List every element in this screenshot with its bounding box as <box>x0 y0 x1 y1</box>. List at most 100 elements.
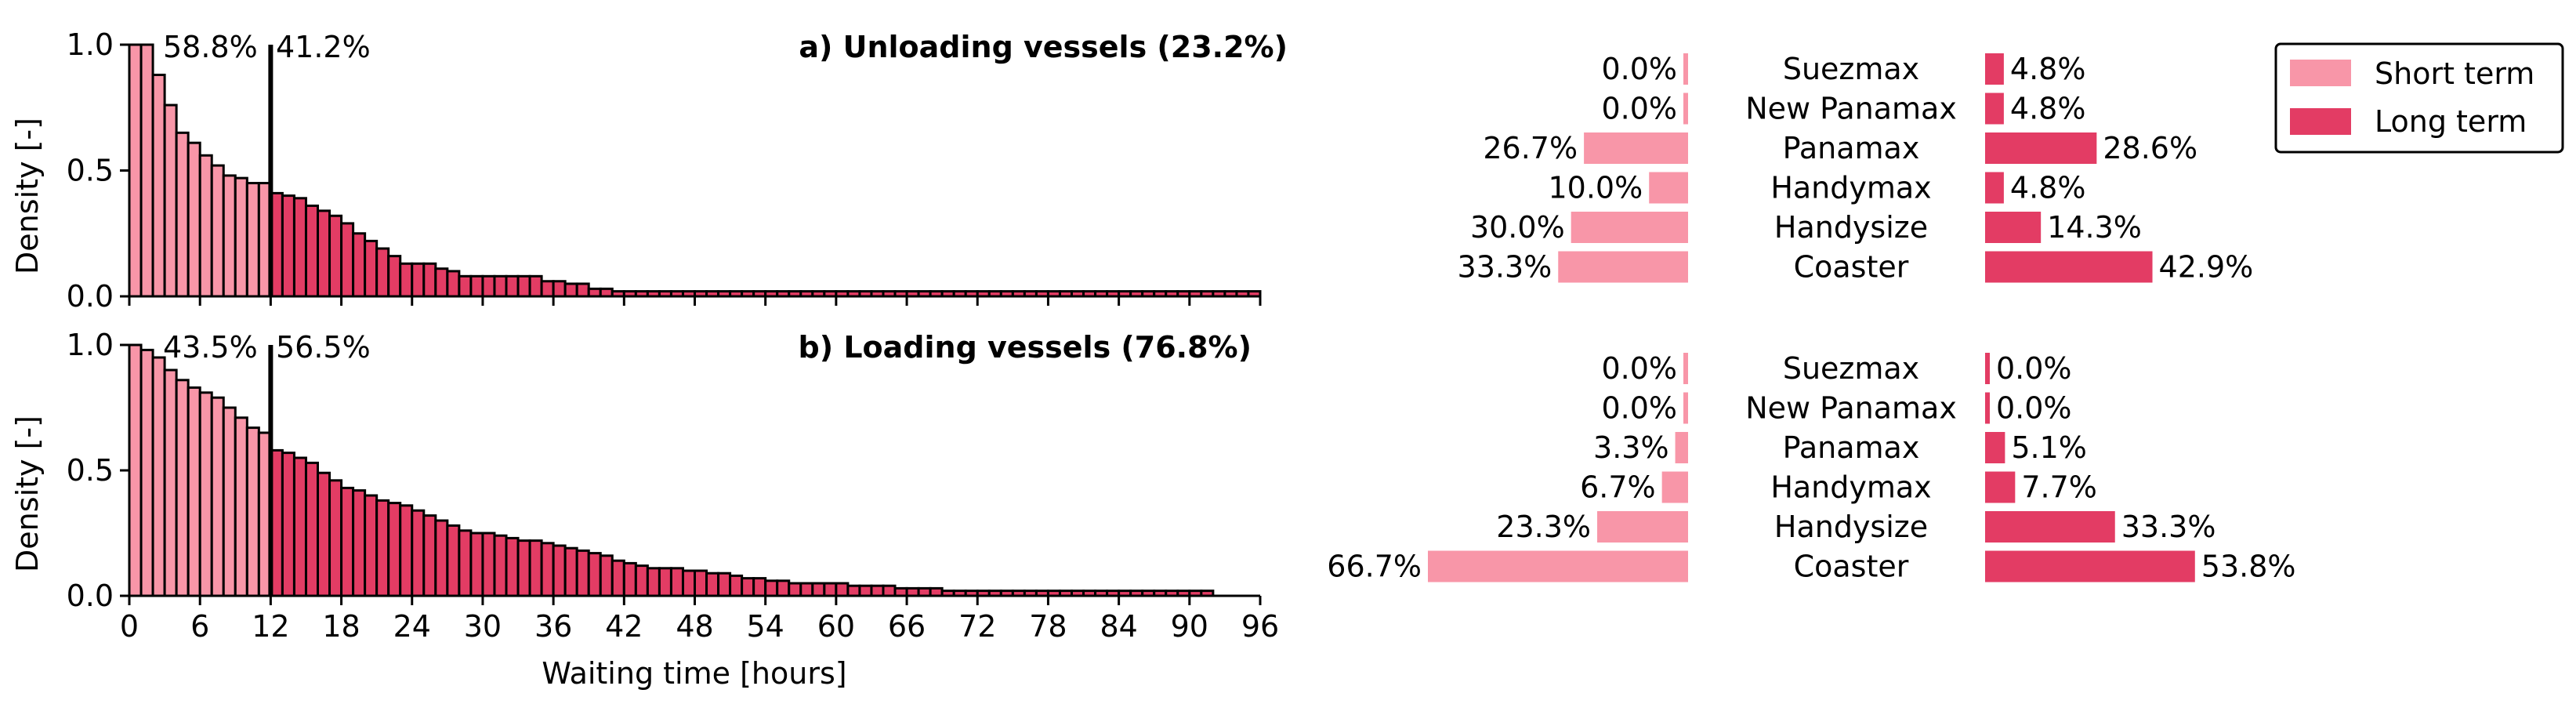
histogram-bar <box>481 532 496 597</box>
histogram-bar <box>340 222 355 298</box>
histogram-bar <box>540 280 555 298</box>
long-term-value: 28.6% <box>2103 131 2197 165</box>
histogram-bar <box>222 406 237 597</box>
short-term-value: 30.0% <box>1470 210 1565 245</box>
x-tick-label: 66 <box>888 609 926 644</box>
histogram-bar <box>387 255 402 298</box>
short-term-bar <box>1649 172 1688 204</box>
histogram-bar <box>516 274 531 298</box>
long-term-bar <box>1985 93 2004 125</box>
long-term-bar <box>1985 212 2042 243</box>
short-term-value: 6.7% <box>1580 470 1656 505</box>
histogram-bar <box>292 197 307 298</box>
histogram-bar <box>741 577 755 597</box>
histogram-bar <box>222 174 237 298</box>
histogram-bar <box>870 584 885 597</box>
histogram-bar <box>375 247 390 298</box>
long-term-value: 5.1% <box>2011 430 2087 465</box>
long-term-bar <box>1985 132 2097 164</box>
long-term-bar <box>1985 392 1990 424</box>
short-term-value: 33.3% <box>1458 250 1552 285</box>
short-pct-loading: 43.5% <box>163 330 258 365</box>
histogram-bar <box>505 536 520 597</box>
vessel-class-label: Handymax <box>1770 470 1931 505</box>
long-term-value: 4.8% <box>2010 92 2086 126</box>
short-term-value: 10.0% <box>1549 171 1643 205</box>
histogram-bar <box>823 582 838 597</box>
vessel-breakdown-unloading: Suezmax 0.0% 4.8% New Panamax 0.0% 4.8% Panama… <box>1458 52 2254 285</box>
histogram-bar <box>128 343 143 597</box>
short-term-value: 26.7% <box>1483 131 1578 165</box>
histogram-bar <box>575 549 590 597</box>
short-term-bar <box>1683 392 1688 424</box>
histogram-bar <box>151 356 166 597</box>
vessel-class-label: Handymax <box>1770 171 1931 205</box>
histogram-bar <box>128 43 143 298</box>
histogram-bar <box>352 232 367 298</box>
histogram-bar <box>210 396 225 597</box>
vessel-class-label: Panamax <box>1783 430 1920 465</box>
histogram-bars-unloading <box>128 43 1262 298</box>
histogram-bar <box>481 274 496 298</box>
histogram-bar <box>163 103 178 298</box>
histogram-bar <box>811 582 826 597</box>
histogram-bar <box>505 274 520 298</box>
short-term-bar <box>1661 471 1688 503</box>
x-tick-label: 72 <box>958 609 996 644</box>
panel-title-loading: b) Loading vessels (76.8%) <box>799 330 1252 365</box>
short-term-bar <box>1571 212 1688 243</box>
histogram-bar <box>340 486 355 597</box>
short-term-bar <box>1683 353 1688 384</box>
panel-title-unloading: a) Unloading vessels (23.2%) <box>799 30 1288 64</box>
y-tick-label: 1.0 <box>67 328 114 362</box>
short-term-bar <box>1597 511 1688 543</box>
histogram-bar <box>469 274 484 298</box>
x-tick-label: 84 <box>1100 609 1137 644</box>
histogram-bar <box>422 262 437 298</box>
x-ticks-unloading <box>128 296 1262 306</box>
y-axis-title-loading: Density [-] <box>10 416 45 572</box>
histogram-bar <box>528 539 543 597</box>
histogram-bar <box>622 561 637 597</box>
histogram-bar <box>669 567 684 597</box>
histogram-bar <box>187 386 201 597</box>
y-ticks-loading: 0.0 0.5 1.0 <box>67 328 129 613</box>
vessel-class-label: Handysize <box>1774 210 1928 245</box>
histogram-bar <box>882 584 897 597</box>
histogram-bar <box>788 582 803 597</box>
legend-label-long: Long term <box>2375 104 2527 139</box>
histogram-bar <box>776 579 791 597</box>
vessel-class-label: New Panamax <box>1745 391 1957 426</box>
vessel-class-label: Handysize <box>1774 510 1928 544</box>
histogram-bar <box>434 519 449 597</box>
histogram-bar <box>835 582 850 597</box>
histogram-loading: 0.0 0.5 1.0 0 6 12 18 24 30 36 42 48 54 60 66 72 78 84 90… <box>10 328 1279 691</box>
long-term-value: 0.0% <box>1996 351 2072 386</box>
x-tick-label: 12 <box>252 609 289 644</box>
histogram-bar <box>210 164 225 298</box>
histogram-bar <box>328 214 343 298</box>
long-term-value: 42.9% <box>2159 250 2254 285</box>
long-term-bar <box>1985 353 1990 384</box>
legend: Short term Long term <box>2274 42 2564 154</box>
short-term-value: 0.0% <box>1601 351 1677 386</box>
histogram-bar <box>292 456 307 597</box>
long-term-bar <box>1985 511 2115 543</box>
legend-swatch-long <box>2290 108 2351 135</box>
short-term-bar <box>1428 550 1688 582</box>
long-term-value: 0.0% <box>1996 391 2072 426</box>
histogram-bar <box>587 552 602 597</box>
histogram-bar <box>858 584 873 597</box>
histogram-bar <box>493 274 508 298</box>
x-tick-label: 18 <box>322 609 360 644</box>
histogram-bar <box>634 564 649 597</box>
histogram-bar <box>729 574 744 597</box>
histogram-bar <box>411 262 426 298</box>
long-term-value: 53.8% <box>2201 550 2296 584</box>
histogram-unloading: 0.0 0.5 1.0 Density [-] 58.8% 41.2% a) Unl… <box>10 27 1288 314</box>
vessel-class-label: Panamax <box>1783 131 1920 165</box>
long-term-value: 33.3% <box>2121 510 2216 544</box>
long-term-value: 7.7% <box>2021 470 2097 505</box>
x-tick-label: 96 <box>1241 609 1279 644</box>
